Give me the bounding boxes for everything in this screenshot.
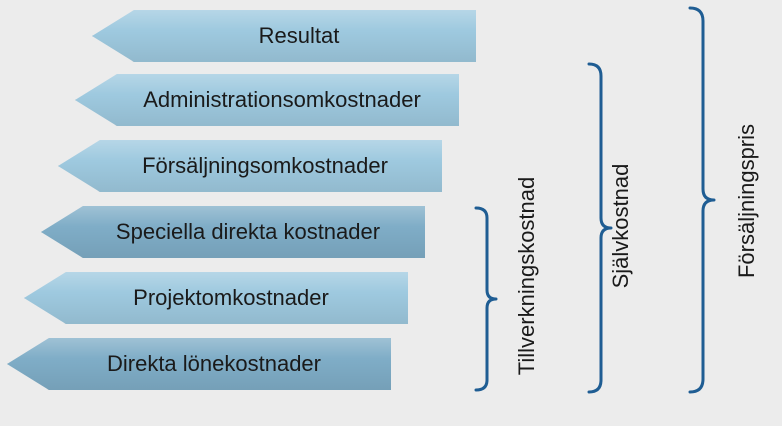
brace-forsaljningspris bbox=[688, 6, 716, 394]
brace-sjalvkostnad bbox=[587, 62, 613, 394]
arrow-label: Administrationsomkostnader bbox=[143, 87, 421, 112]
brace-tillverkningskostnad bbox=[474, 206, 498, 392]
arrow-label: Speciella direkta kostnader bbox=[115, 219, 381, 244]
arrow-label: Försäljningsomkostnader bbox=[142, 153, 388, 178]
arrow-label: Projektomkostnader bbox=[133, 285, 329, 310]
label-forsaljningspris: Försäljningspris bbox=[734, 123, 759, 279]
arrow-speciella-direkta-kostnader: Speciella direkta kostnader bbox=[41, 206, 425, 258]
arrow-label: Direkta lönekostnader bbox=[106, 351, 321, 376]
arrow-label: Resultat bbox=[258, 23, 340, 48]
arrow-projektomkostnader: Projektomkostnader bbox=[24, 272, 408, 324]
arrow-resultat: Resultat bbox=[92, 10, 476, 62]
label-sjalvkostnad: Självkostnad bbox=[608, 163, 633, 289]
label-tillverkningskostnad: Tillverkningskostnad bbox=[514, 176, 539, 376]
arrow-direkta-lonekostnader: Direkta lönekostnader bbox=[7, 338, 391, 390]
arrow-administrationsomkostnader: Administrationsomkostnader bbox=[75, 74, 459, 126]
arrow-forsaljningsomkostnader: Försäljningsomkostnader bbox=[58, 140, 442, 192]
